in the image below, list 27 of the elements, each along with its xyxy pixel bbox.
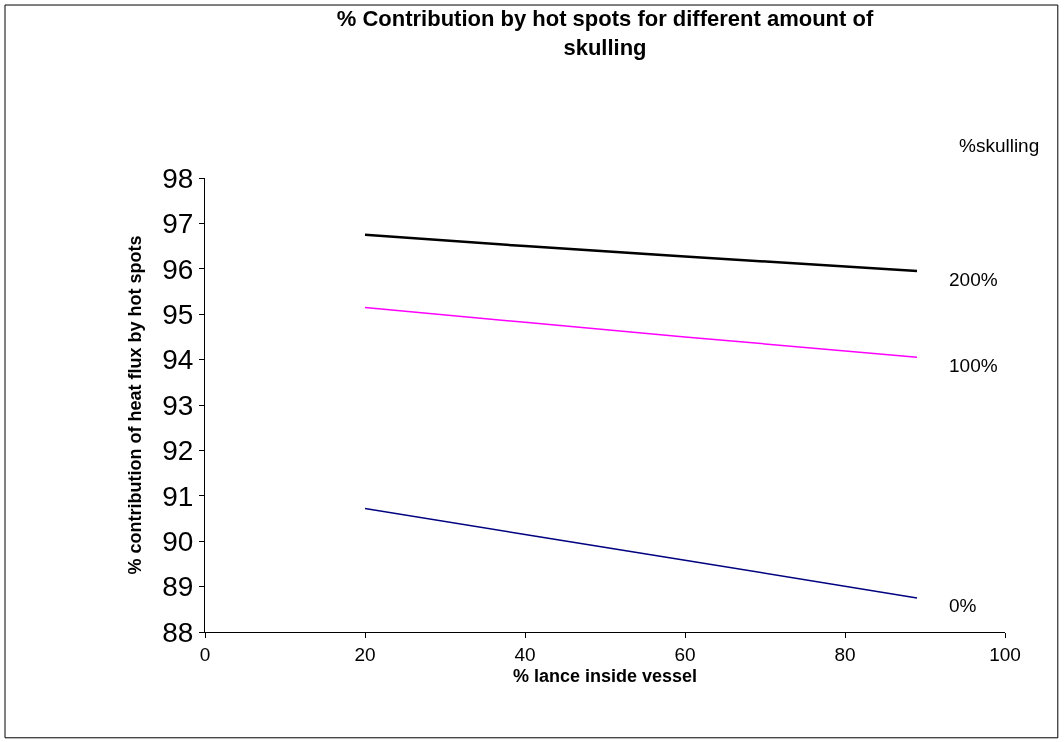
y-tick-label: 92 bbox=[162, 435, 194, 467]
y-tick-label: 91 bbox=[162, 480, 194, 512]
x-tick-label: 40 bbox=[514, 643, 536, 665]
y-tick-label: 90 bbox=[162, 526, 194, 557]
series-label: 100% bbox=[949, 355, 998, 376]
x-tick-label: 0 bbox=[199, 643, 211, 665]
y-tick-label: 97 bbox=[162, 208, 194, 240]
x-axis-title: % lance inside vessel bbox=[512, 665, 698, 686]
y-tick-label: 88 bbox=[162, 616, 194, 648]
x-tick-label: 80 bbox=[834, 643, 856, 665]
x-tick-label: 100 bbox=[989, 643, 1021, 665]
series-label: 200% bbox=[949, 269, 998, 290]
y-tick-label: 96 bbox=[162, 253, 194, 285]
line-series bbox=[364, 306, 918, 359]
chart-title: % Contribution by hot spots for different amount of skulling bbox=[336, 5, 874, 60]
x-tick-label: 20 bbox=[354, 643, 376, 665]
line-series bbox=[363, 233, 919, 273]
line-series bbox=[364, 507, 918, 599]
series-label: 0% bbox=[949, 595, 977, 616]
x-tick-label: 60 bbox=[674, 643, 696, 665]
y-axis-title: % contribution of heat flux by hot spots bbox=[125, 235, 146, 575]
y-tick-label: 89 bbox=[162, 571, 194, 603]
y-tick-label: 94 bbox=[162, 344, 194, 376]
y-tick-label: 95 bbox=[162, 299, 194, 330]
y-tick-label: 98 bbox=[162, 162, 194, 194]
y-tick-label: 93 bbox=[162, 389, 194, 421]
legend-title: %skulling bbox=[959, 135, 1040, 156]
